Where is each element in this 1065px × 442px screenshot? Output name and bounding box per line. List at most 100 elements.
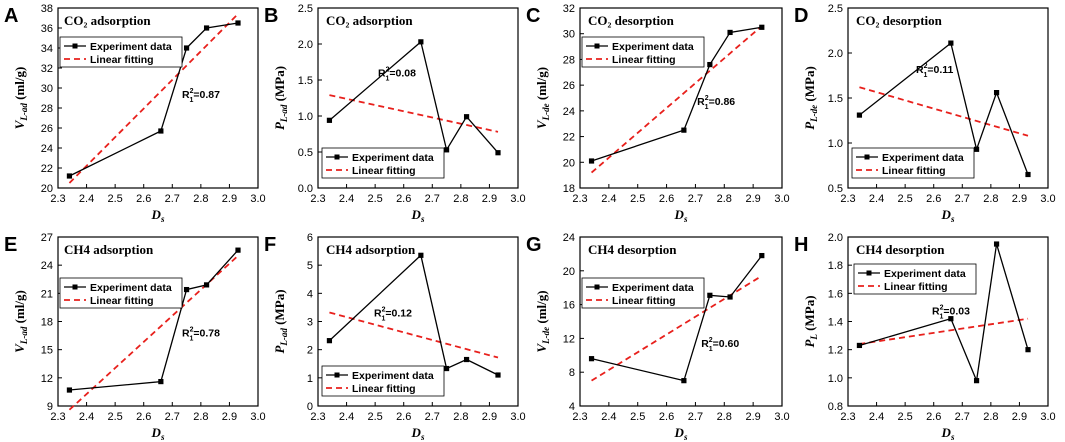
x-tick-label: 3.0 bbox=[510, 411, 525, 423]
legend-label-fitting: Linear fitting bbox=[612, 295, 676, 307]
data-point bbox=[993, 241, 1000, 247]
data-point bbox=[463, 114, 470, 120]
x-tick-label: 3.0 bbox=[774, 411, 789, 423]
x-tick-label: 2.3 bbox=[50, 411, 65, 423]
y-tick-label: 0 bbox=[307, 401, 313, 413]
r-squared-label: R2 1=0.11 bbox=[916, 63, 954, 79]
r-squared-label: R2 1=0.78 bbox=[182, 327, 220, 343]
x-tick-label: 2.7 bbox=[425, 411, 440, 423]
x-tick-label: 3.0 bbox=[1040, 411, 1055, 423]
data-point bbox=[948, 316, 954, 322]
y-axis-label: PL-ad (MPa) bbox=[272, 66, 289, 130]
data-point bbox=[203, 25, 210, 31]
data-point bbox=[681, 378, 687, 384]
y-axis-label: PL-de (MPa) bbox=[802, 66, 819, 130]
y-tick-label: 24 bbox=[41, 260, 53, 272]
y-tick-label: 1.0 bbox=[828, 138, 843, 150]
data-point bbox=[993, 90, 1000, 96]
plot-frame bbox=[317, 7, 519, 189]
data-point bbox=[727, 29, 733, 36]
y-tick-label: 36 bbox=[41, 23, 53, 35]
panel-B: B 2.3 2.4 2.5 2.6 2.7 2.8 2.9 3.0 0.0 0.5 1.0 1.5 2.0… bbox=[264, 3, 526, 224]
data-point bbox=[183, 286, 190, 293]
legend-label-fitting: Linear fitting bbox=[884, 281, 948, 293]
data-point bbox=[443, 365, 450, 372]
data-point bbox=[203, 282, 210, 288]
panel-G: G 2.3 2.4 2.5 2.6 2.7 2.8 2.9 3.0 4 8 12 16 20 24 Ds VL-… bbox=[526, 232, 790, 442]
y-tick-label: 0.0 bbox=[298, 183, 313, 195]
legend-label-experiment: Experiment data bbox=[352, 152, 434, 164]
x-tick-label: 2.4 bbox=[601, 193, 616, 205]
legend-box bbox=[321, 147, 445, 179]
y-tick-label: 26 bbox=[563, 80, 575, 92]
data-point bbox=[235, 20, 241, 26]
x-tick-label: 2.5 bbox=[367, 411, 382, 423]
data-point bbox=[158, 378, 164, 385]
data-point bbox=[66, 173, 73, 179]
r-squared-label: R2 1=0.08 bbox=[378, 66, 416, 82]
legend-label-experiment: Experiment data bbox=[882, 152, 964, 164]
y-tick-label: 4 bbox=[569, 401, 575, 413]
x-tick-label: 2.4 bbox=[79, 193, 94, 205]
x-tick-label: 2.5 bbox=[897, 193, 912, 205]
x-tick-label: 2.3 bbox=[572, 411, 587, 423]
y-tick-label: 24 bbox=[41, 143, 53, 155]
x-tick-label: 2.3 bbox=[50, 193, 65, 205]
x-axis-label: Ds bbox=[941, 425, 955, 442]
x-tick-label: 2.5 bbox=[107, 411, 122, 423]
data-point bbox=[727, 294, 733, 300]
y-tick-label: 4 bbox=[307, 288, 313, 300]
legend-box bbox=[581, 36, 705, 68]
data-point bbox=[418, 39, 424, 45]
x-tick-label: 2.6 bbox=[136, 411, 151, 423]
x-tick-label: 2.7 bbox=[165, 411, 180, 423]
y-tick-label: 20 bbox=[563, 157, 575, 169]
y-tick-label: 2.0 bbox=[298, 39, 313, 51]
x-tick-label: 2.9 bbox=[222, 193, 237, 205]
x-tick-label: 2.6 bbox=[136, 193, 151, 205]
x-tick-label: 3.0 bbox=[774, 193, 789, 205]
fit-line bbox=[590, 25, 763, 174]
chart-title: CH4 desorption bbox=[588, 242, 677, 257]
x-tick-label: 2.8 bbox=[193, 193, 208, 205]
panel-letter: C bbox=[526, 5, 540, 27]
legend-marker-experiment bbox=[72, 43, 78, 49]
x-tick-label: 3.0 bbox=[510, 193, 525, 205]
x-tick-label: 2.5 bbox=[897, 411, 912, 423]
y-axis-label: VL-ad (ml/g) bbox=[12, 290, 29, 353]
y-tick-label: 15 bbox=[41, 345, 53, 357]
x-tick-label: 3.0 bbox=[1040, 193, 1055, 205]
data-point bbox=[759, 252, 765, 259]
panel-A: A 2.3 2.4 2.5 2.6 2.7 2.8 2.9 3.0 20 22 24 26 28 30 32 3… bbox=[4, 3, 266, 224]
y-tick-label: 9 bbox=[47, 401, 53, 413]
data-point bbox=[948, 40, 954, 46]
panel-letter: F bbox=[264, 234, 276, 256]
x-tick-label: 2.9 bbox=[745, 411, 760, 423]
data-point bbox=[681, 127, 687, 133]
x-tick-label: 2.8 bbox=[453, 193, 468, 205]
legend-label-fitting: Linear fitting bbox=[352, 165, 416, 177]
data-point bbox=[856, 112, 863, 118]
x-tick-label: 2.8 bbox=[717, 411, 732, 423]
x-tick-label: 2.5 bbox=[630, 411, 645, 423]
panel-C: C 2.3 2.4 2.5 2.6 2.7 2.8 2.9 3.0 18 20 22 24 26 28 30 3… bbox=[526, 3, 790, 224]
x-tick-label: 2.7 bbox=[955, 193, 970, 205]
legend-label-fitting: Linear fitting bbox=[882, 165, 946, 177]
panel-letter: G bbox=[526, 234, 542, 256]
x-tick-label: 2.8 bbox=[983, 193, 998, 205]
data-point bbox=[158, 128, 164, 134]
legend-marker-experiment bbox=[594, 284, 600, 290]
x-tick-label: 2.6 bbox=[926, 193, 941, 205]
x-tick-label: 2.5 bbox=[107, 193, 122, 205]
legend-label-fitting: Linear fitting bbox=[352, 383, 416, 395]
y-tick-label: 34 bbox=[41, 43, 53, 55]
legend-box bbox=[59, 36, 183, 68]
y-tick-label: 2 bbox=[307, 345, 313, 357]
data-line bbox=[69, 249, 239, 391]
x-tick-label: 2.9 bbox=[222, 411, 237, 423]
x-tick-label: 2.5 bbox=[630, 193, 645, 205]
legend-box bbox=[59, 277, 183, 309]
y-tick-label: 2.0 bbox=[828, 232, 843, 244]
